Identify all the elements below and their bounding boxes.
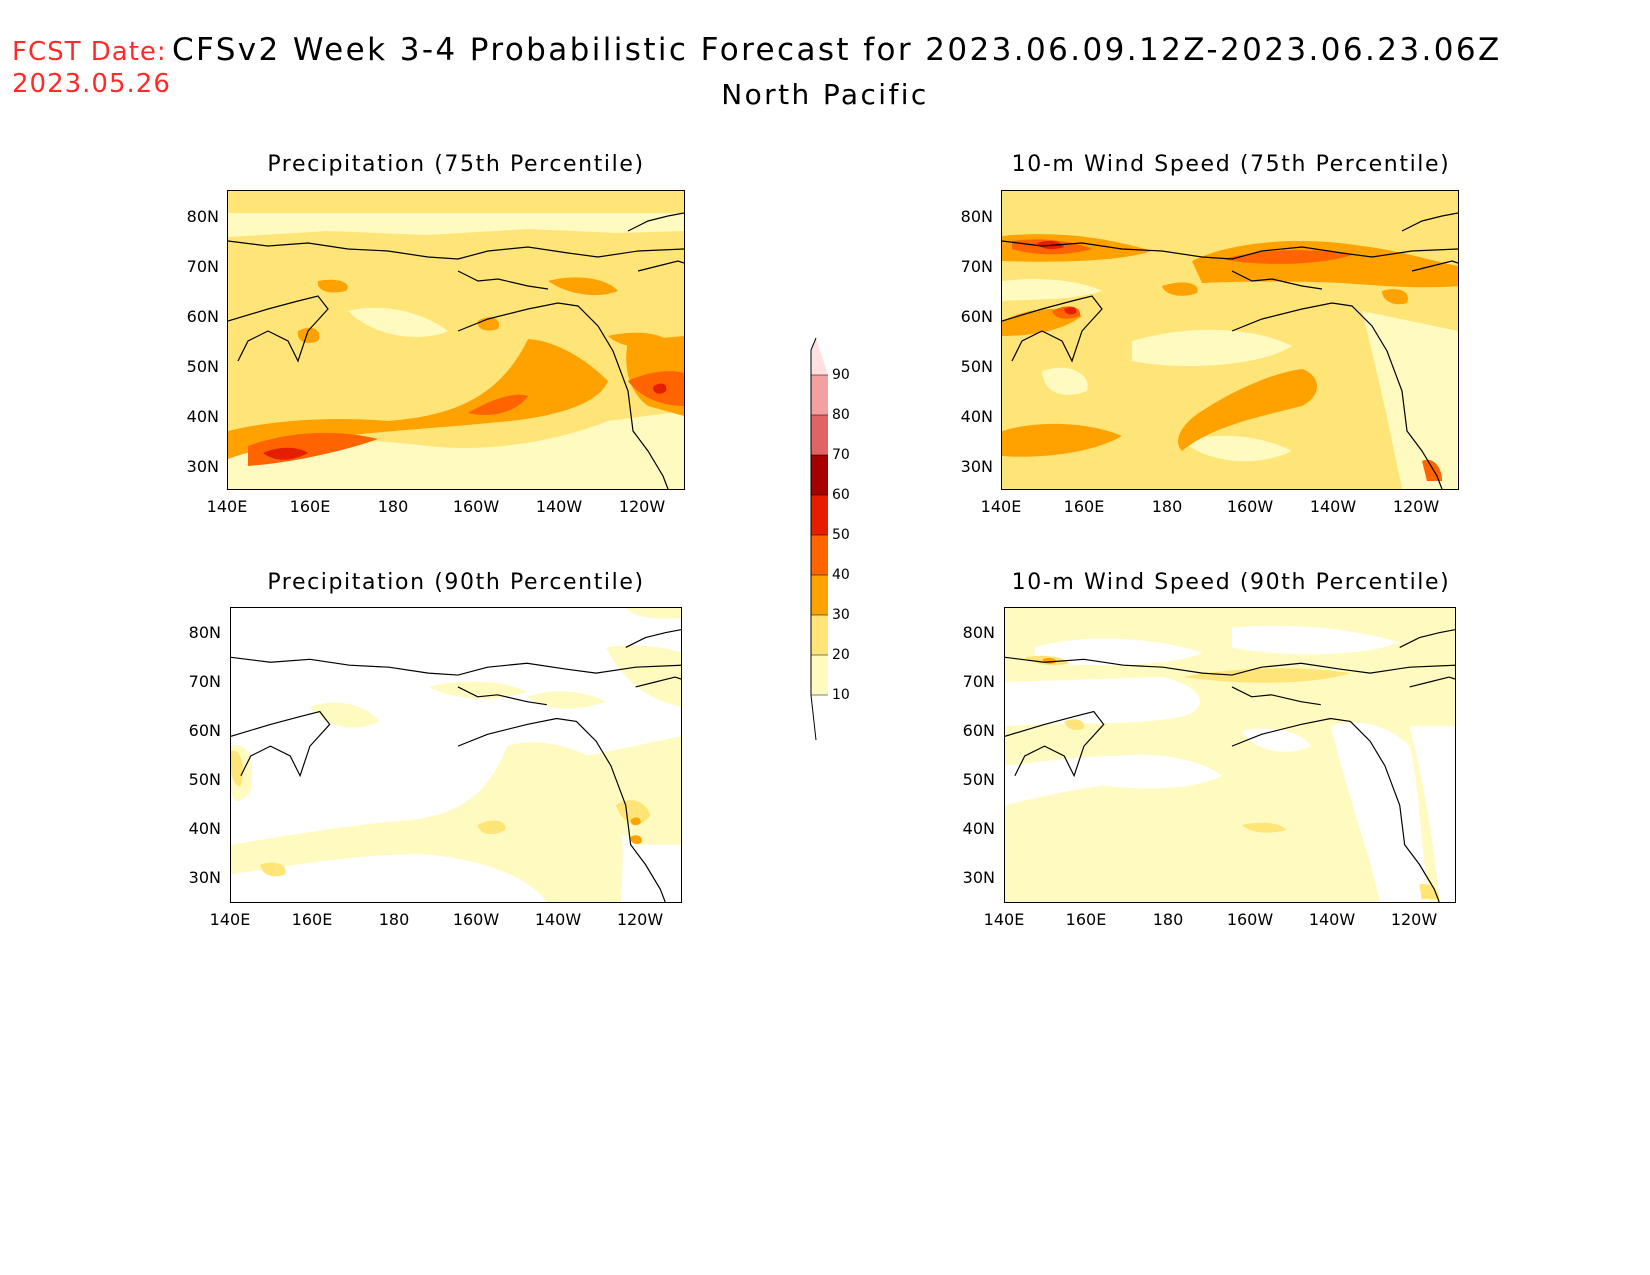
lon-tick: 120W	[1390, 910, 1438, 929]
colorbar-label-70: 70	[832, 447, 850, 463]
colorbar-label-60: 60	[832, 487, 850, 503]
lat-tick: 70N	[188, 672, 221, 691]
lon-tick: 140W	[535, 497, 583, 516]
lat-tick: 40N	[962, 819, 995, 838]
lon-tick: 160W	[1226, 910, 1274, 929]
forecast-date-value: 2023.05.26	[12, 69, 171, 99]
lat-tick: 80N	[186, 207, 219, 226]
colorbar-label-90: 90	[832, 367, 850, 383]
colorbar-label-40: 40	[832, 567, 850, 583]
colorbar-label-20: 20	[832, 647, 850, 663]
map-canvas-wind-90	[1005, 608, 1455, 902]
lon-tick: 120W	[616, 910, 664, 929]
lat-tick: 50N	[960, 357, 993, 376]
lat-tick: 40N	[188, 819, 221, 838]
map-canvas-precip-90	[231, 608, 681, 902]
panel-title-precip-75: Precipitation (75th Percentile)	[267, 152, 645, 177]
map-canvas-wind-75	[1002, 191, 1458, 489]
lon-tick: 140E	[206, 497, 248, 516]
lat-tick: 50N	[188, 770, 221, 789]
lon-tick: 180	[378, 910, 410, 929]
lat-tick: 30N	[962, 868, 995, 887]
forecast-date-block: FCST Date: 2023.05.26	[12, 36, 171, 100]
lat-tick: 60N	[960, 307, 993, 326]
panel-title-precip-90: Precipitation (90th Percentile)	[267, 570, 645, 595]
colorbar-label-10: 10	[832, 687, 850, 703]
lat-tick: 80N	[962, 623, 995, 642]
lat-tick: 40N	[960, 407, 993, 426]
map-wind-90	[1004, 607, 1456, 903]
lat-tick: 40N	[186, 407, 219, 426]
lon-tick: 160E	[289, 497, 331, 516]
lon-tick: 140E	[209, 910, 251, 929]
map-precip-90	[230, 607, 682, 903]
region-subtitle: North Pacific	[721, 78, 929, 111]
lon-tick: 160W	[452, 910, 500, 929]
lon-tick: 140E	[983, 910, 1025, 929]
lon-tick: 180	[1152, 910, 1184, 929]
map-canvas-precip-75	[228, 191, 684, 489]
lat-tick: 30N	[186, 457, 219, 476]
lat-tick: 60N	[188, 721, 221, 740]
page-title: CFSv2 Week 3-4 Probabilistic Forecast fo…	[172, 32, 1502, 68]
lon-tick: 140E	[980, 497, 1022, 516]
lat-tick: 80N	[188, 623, 221, 642]
lon-tick: 160E	[1063, 497, 1105, 516]
colorbar-label-80: 80	[832, 407, 850, 423]
lat-tick: 50N	[962, 770, 995, 789]
lon-tick: 160E	[1065, 910, 1107, 929]
lon-tick: 160W	[1226, 497, 1274, 516]
lat-tick: 80N	[960, 207, 993, 226]
map-wind-75	[1001, 190, 1459, 490]
map-precip-75	[227, 190, 685, 490]
lon-tick: 120W	[618, 497, 666, 516]
lat-tick: 60N	[962, 721, 995, 740]
lat-tick: 30N	[960, 457, 993, 476]
lat-tick: 50N	[186, 357, 219, 376]
lon-tick: 140W	[1308, 910, 1356, 929]
colorbar-graphic	[810, 337, 828, 741]
lon-tick: 180	[377, 497, 409, 516]
colorbar-label-30: 30	[832, 607, 850, 623]
panel-title-wind-75: 10-m Wind Speed (75th Percentile)	[1011, 152, 1451, 177]
lon-tick: 140W	[534, 910, 582, 929]
lon-tick: 120W	[1392, 497, 1440, 516]
forecast-date-label: FCST Date:	[12, 37, 167, 67]
lon-tick: 180	[1151, 497, 1183, 516]
lon-tick: 160W	[452, 497, 500, 516]
lat-tick: 70N	[960, 257, 993, 276]
lon-tick: 160E	[291, 910, 333, 929]
colorbar: 90 80 70 60 50 40 30 20 10	[806, 330, 856, 754]
lat-tick: 70N	[962, 672, 995, 691]
lat-tick: 70N	[186, 257, 219, 276]
panel-title-wind-90: 10-m Wind Speed (90th Percentile)	[1011, 570, 1451, 595]
lat-tick: 60N	[186, 307, 219, 326]
lon-tick: 140W	[1309, 497, 1357, 516]
lat-tick: 30N	[188, 868, 221, 887]
colorbar-label-50: 50	[832, 527, 850, 543]
